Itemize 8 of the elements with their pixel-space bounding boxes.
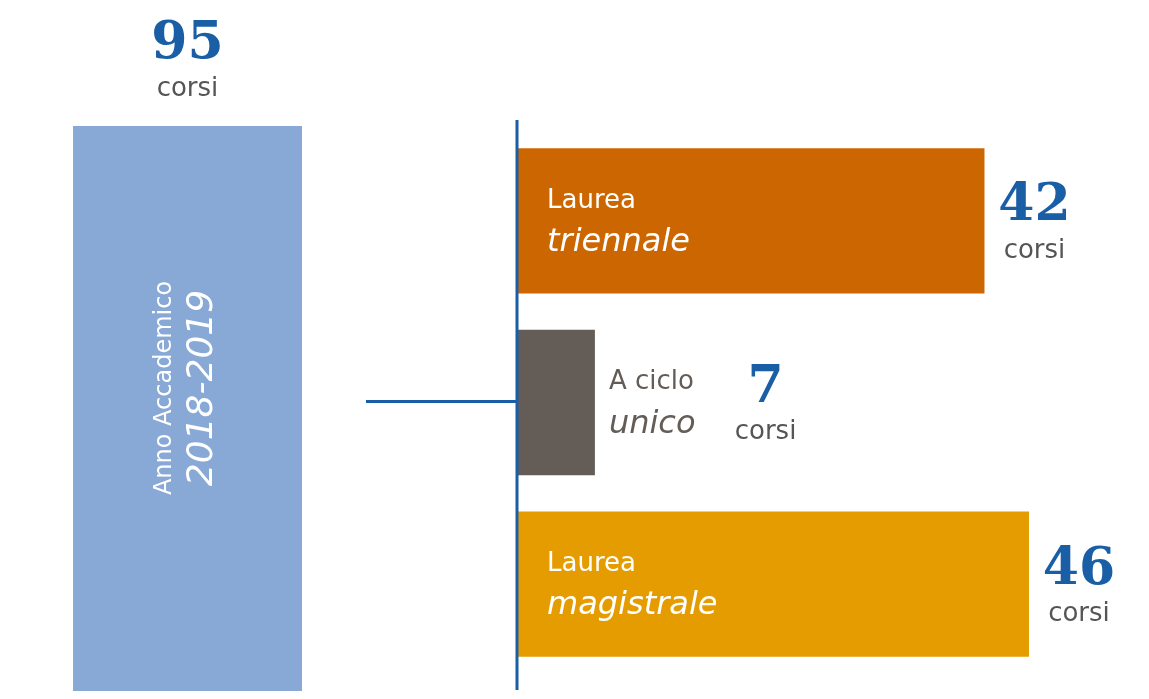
y-tick-label: A ciclo unico xyxy=(608,365,696,441)
text: Anno Accademico 2018-2019 xyxy=(148,279,221,498)
y-tick-label: Laurea magistrale xyxy=(547,546,718,623)
data-label: 7 corsi xyxy=(734,353,797,446)
y-tick-label: Laurea triennale xyxy=(547,183,691,260)
data-label: 42 corsi xyxy=(998,171,1071,264)
text: 95 corsi xyxy=(150,8,225,102)
data-label: 46 corsi xyxy=(1042,534,1116,627)
